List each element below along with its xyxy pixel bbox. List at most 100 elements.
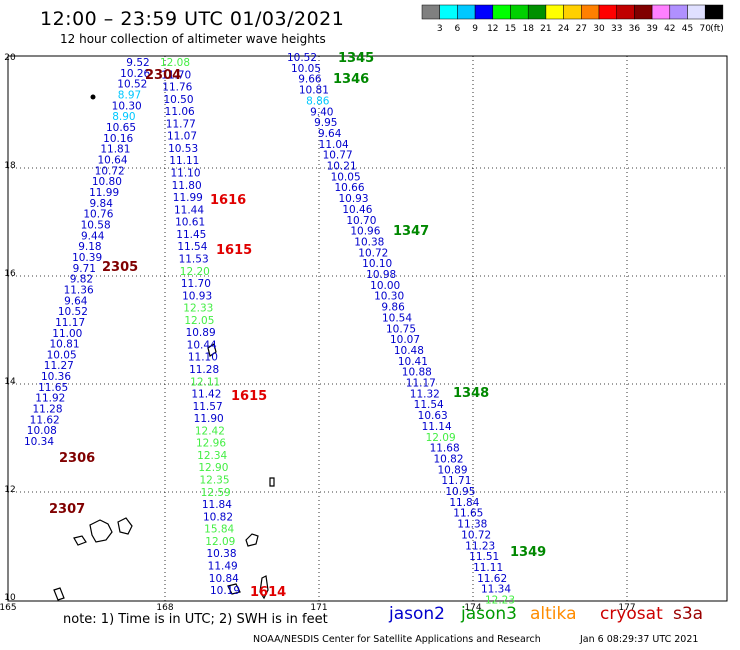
island-outline: [89, 519, 113, 543]
colorbar-tick-label: 30: [593, 24, 605, 34]
swh-value: 10.93: [338, 193, 368, 205]
island-outline: [259, 575, 269, 600]
colorbar-swatch: [439, 4, 458, 20]
swh-value: 9.86: [381, 302, 405, 314]
map-subtitle: 12 hour collection of altimeter wave hei…: [60, 32, 326, 46]
swh-value: 12.42: [195, 425, 225, 437]
map-title: 12:00 – 23:59 UTC 01/03/2021: [40, 8, 345, 30]
colorbar-swatch: [492, 4, 511, 20]
swh-value: 10.07: [390, 334, 420, 346]
swh-value: 10.96: [350, 226, 380, 238]
swh-value: 11.28: [189, 364, 219, 376]
track-cryosat: 12.0811.7011.7610.5011.0611.7711.0710.53…: [160, 57, 240, 597]
colorbar-tick-label: 70: [699, 24, 711, 34]
swh-value: 10.72: [358, 247, 388, 259]
swh-value: 12.09: [205, 536, 235, 548]
swh-value: 11.38: [457, 519, 487, 531]
swh-value: 11.70: [161, 69, 191, 81]
swh-value: 12.90: [198, 462, 228, 474]
swh-value: 9.44: [81, 230, 105, 242]
swh-value: 10.63: [418, 410, 448, 422]
swh-value: 10.52: [117, 79, 147, 91]
swh-value: 11.32: [410, 388, 440, 400]
swh-value: 9.18: [78, 241, 101, 253]
swh-value: 12.33: [183, 303, 213, 315]
pass-number-label: 1348: [453, 386, 489, 401]
island-outline: [117, 517, 133, 535]
swh-value: 10.81: [49, 339, 79, 351]
lat-tick-label: 14: [4, 377, 16, 387]
swh-value: 9.64: [64, 295, 88, 307]
colorbar-tick-label: 27: [576, 24, 587, 34]
swh-value: 10.36: [41, 371, 71, 383]
swh-value: 11.36: [64, 284, 94, 296]
swh-value: 12.11: [190, 376, 220, 388]
island-outline: [269, 477, 275, 487]
colorbar-swatch: [527, 4, 547, 20]
map-frame: [7, 55, 728, 602]
pass-number-label: 2304: [145, 68, 181, 83]
swh-value: 12.96: [196, 438, 226, 450]
colorbar-swatch: [474, 4, 494, 20]
swh-value: 12.08: [160, 57, 190, 69]
lon-tick-label: 168: [156, 603, 173, 613]
swh-value: 10.89: [186, 327, 216, 339]
swh-value: 11.42: [191, 389, 221, 401]
lat-tick-label: 18: [4, 161, 16, 171]
swh-value: 10.65: [106, 122, 136, 134]
track-s3a: 9.5210.2610.528.9710.308.9010.6510.1611.…: [24, 57, 151, 448]
pass-number-label: 1615: [216, 243, 252, 258]
swh-value: 11.23: [465, 540, 495, 552]
swh-value: 9.71: [73, 263, 96, 275]
island-dot: [90, 94, 96, 100]
colorbar-tick-label: 18: [522, 24, 534, 34]
swh-value: 12.05: [184, 315, 214, 327]
island-outline: [207, 343, 217, 357]
swh-value: 9.84: [90, 198, 114, 210]
swh-value: 11.62: [477, 573, 507, 585]
swh-value: 9.66: [298, 74, 322, 86]
swh-value: 10.41: [398, 356, 428, 368]
swh-value: 11.06: [165, 106, 195, 118]
swh-value: 11.84: [202, 499, 232, 511]
pass-number-label: 1615: [231, 389, 267, 404]
colorbar-swatch: [421, 4, 440, 20]
swh-value: 10.81: [299, 85, 329, 97]
swh-value: 10.82: [433, 453, 463, 465]
swh-value: 11.17: [55, 317, 85, 329]
swh-value: 8.97: [118, 90, 141, 102]
swh-value: 10.93: [182, 290, 212, 302]
colorbar-unit-label: (ft): [710, 24, 724, 34]
lon-tick-label: 174: [464, 603, 481, 613]
swh-value: 10.05: [331, 171, 361, 183]
swh-value: 9.40: [310, 106, 333, 118]
swh-value: 10.08: [27, 425, 57, 437]
color-scale-legend: 3 6 9 12 15 18 21 24 27 30 33 36 39 42 45 70 (ft): [421, 4, 724, 34]
lat-tick-label: 16: [4, 269, 16, 279]
legend-cryosat: cryosat: [600, 604, 663, 624]
swh-value: 11.68: [430, 443, 460, 455]
swh-value: 10.46: [342, 204, 372, 216]
swh-value: 11.49: [208, 561, 238, 573]
swh-value: 10.38: [354, 236, 384, 248]
swh-value: 11.14: [422, 421, 452, 433]
swh-value: 11.17: [406, 378, 436, 390]
generation-timestamp: Jan 6 08:29:37 UTC 2021: [580, 634, 699, 645]
swh-value: 10.66: [334, 182, 364, 194]
swh-value: 11.51: [469, 551, 499, 563]
pass-number-label: 2305: [102, 260, 138, 275]
swh-value: 10.10: [362, 258, 392, 270]
swh-value: 9.82: [70, 274, 93, 286]
island-outline: [227, 583, 241, 595]
swh-value: 11.57: [193, 401, 223, 413]
swh-value: 10.89: [437, 464, 467, 476]
swh-value: 9.95: [314, 117, 337, 129]
swh-value: 11.04: [319, 139, 349, 151]
swh-value: 10.05: [291, 63, 321, 75]
swh-value: 10.76: [83, 209, 113, 221]
swh-value: 10.84: [209, 573, 239, 585]
swh-value: 12.20: [180, 266, 210, 278]
swh-value: 10.52: [287, 52, 317, 64]
swh-value: 10.72: [95, 165, 125, 177]
